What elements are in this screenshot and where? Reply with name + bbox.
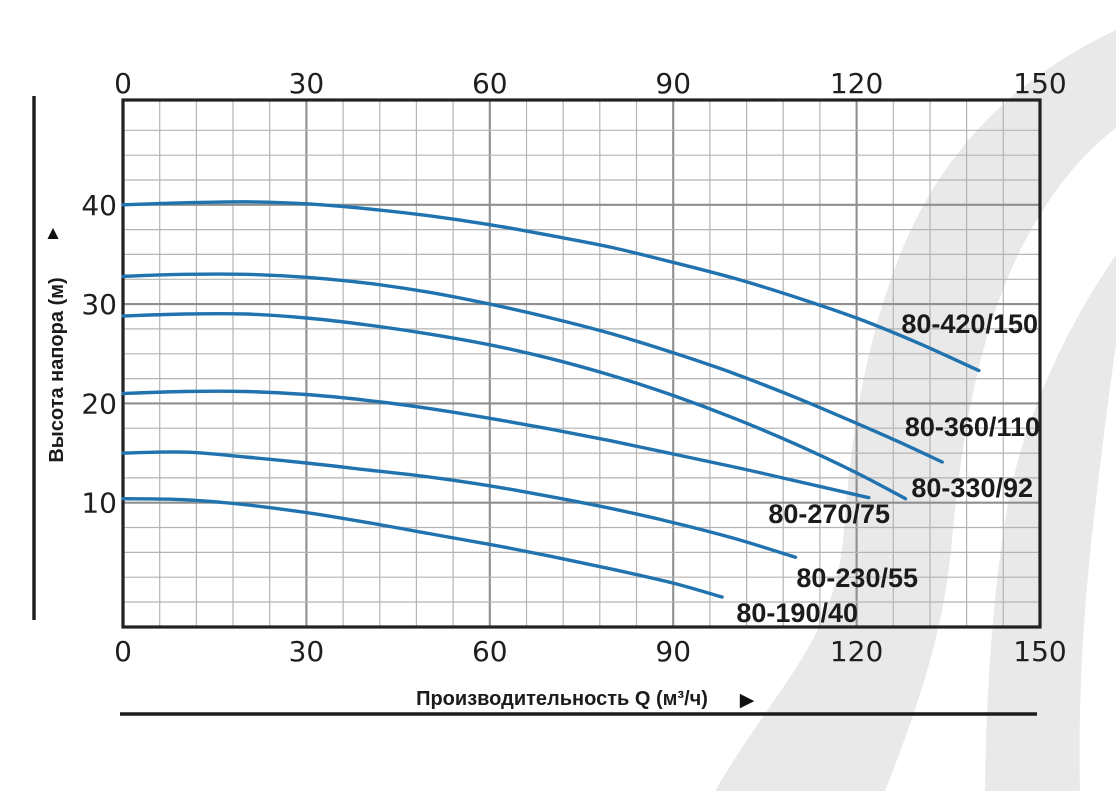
plot-border bbox=[121, 98, 1042, 629]
x-axis-title: Производительность Q (м³/ч) bbox=[416, 688, 708, 710]
curve-label-80-420-150: 80-420/150 bbox=[901, 309, 1038, 339]
x-axis-right-arrow-icon: ▶ bbox=[740, 690, 755, 711]
x-tick-bottom-30: 30 bbox=[289, 635, 325, 668]
y-tick-20: 20 bbox=[81, 387, 117, 420]
x-tick-top-30: 30 bbox=[289, 67, 325, 100]
y-tick-30: 30 bbox=[81, 288, 117, 321]
curve-label-80-230-55: 80-230/55 bbox=[796, 563, 918, 593]
curve-label-80-330-92: 80-330/92 bbox=[911, 473, 1033, 503]
pump-curve-80-190/40 bbox=[121, 497, 724, 599]
pump-curve-80-230/55 bbox=[121, 450, 798, 559]
tick-labels: 0 0 30 30 60 60 90 90 120 120 150 150 10 20 30 40 bbox=[81, 67, 1066, 668]
x-tick-top-90: 90 bbox=[655, 67, 691, 100]
y-axis-title: Высота напора (м) bbox=[46, 277, 68, 462]
x-tick-bottom-60: 60 bbox=[472, 635, 508, 668]
curve-label-80-190-40: 80-190/40 bbox=[736, 598, 858, 628]
watermark-logo bbox=[715, 30, 1116, 791]
pump-curve-80-270/75 bbox=[121, 389, 871, 500]
grid bbox=[123, 100, 1040, 627]
curve-label-80-360-110: 80-360/110 bbox=[905, 412, 1040, 442]
pump-curve-80-360/110 bbox=[121, 272, 944, 464]
y-tick-40: 40 bbox=[81, 189, 117, 222]
x-tick-bottom-90: 90 bbox=[655, 635, 691, 668]
x-tick-top-150: 150 bbox=[1013, 67, 1066, 100]
watermark-swoosh-left bbox=[715, 30, 1116, 791]
x-tick-bottom-120: 120 bbox=[830, 635, 883, 668]
curve-label-80-270-75: 80-270/75 bbox=[768, 499, 890, 529]
pump-curves bbox=[121, 200, 981, 599]
pump-curve-80-420/150 bbox=[121, 200, 981, 373]
x-tick-top-120: 120 bbox=[830, 67, 883, 100]
y-axis-up-arrow-icon: ▲ bbox=[44, 223, 63, 244]
pump-curve-80-330/92 bbox=[121, 311, 908, 501]
watermark-swoosh-right bbox=[985, 255, 1116, 791]
x-tick-bottom-150: 150 bbox=[1013, 635, 1066, 668]
y-tick-10: 10 bbox=[81, 487, 117, 520]
x-tick-bottom-0: 0 bbox=[114, 635, 132, 668]
x-tick-top-60: 60 bbox=[472, 67, 508, 100]
x-tick-top-0: 0 bbox=[114, 67, 132, 100]
